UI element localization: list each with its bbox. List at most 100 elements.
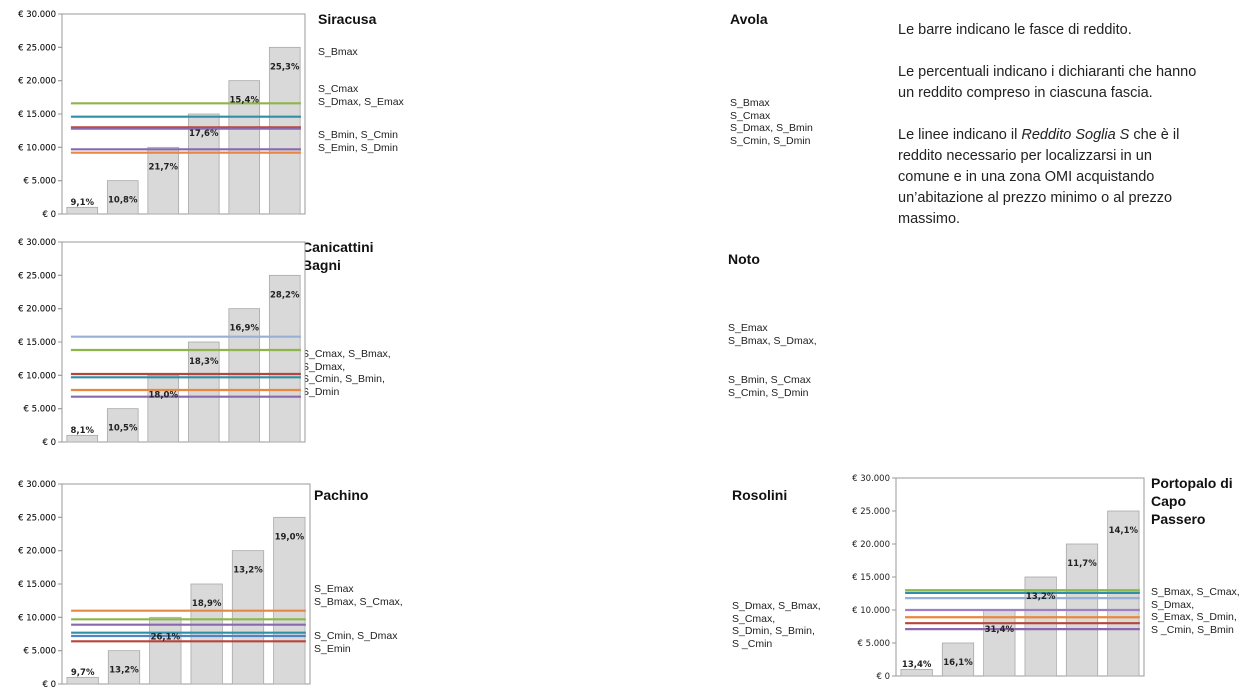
percent-label: 13,2%: [1026, 592, 1056, 602]
percent-label: 14,1%: [1109, 526, 1139, 536]
note-bars: Le barre indicano le fasce di reddito.: [898, 22, 1132, 38]
y-tick-label: € 15.000: [18, 110, 56, 120]
y-tick-label: € 20.000: [18, 77, 56, 87]
bar: [268, 274, 301, 443]
bar: [941, 642, 975, 677]
chart-svg: € 0 € 5.000 € 10.000 € 15.000 € 20.000 € 25.0…: [18, 480, 311, 690]
y-tick-label: € 5.000: [24, 647, 56, 657]
line-label: S_Cmax, S_Bmax, S_Dmax, S_Cmin, S_Bmin, …: [302, 348, 391, 398]
line-label: S_Bmax S_Cmax S_Dmax, S_Bmin S_Cmin, S_D…: [730, 97, 813, 147]
percent-label: 18,0%: [149, 390, 179, 400]
percent-label: 10,5%: [108, 424, 138, 434]
y-tick-label: € 5.000: [24, 177, 56, 187]
percent-label: 16,1%: [943, 658, 973, 668]
note-percentages: Le percentuali indicano i dichiaranti ch…: [898, 64, 1197, 101]
line-label: S_Dmax, S_Bmax, S_Cmax, S_Dmin, S_Bmin, …: [732, 600, 821, 650]
y-tick-label: € 5.000: [24, 405, 56, 415]
y-tick-label: € 10.000: [18, 613, 56, 623]
y-tick-label: € 25.000: [852, 507, 890, 517]
percent-label: 31,4%: [985, 625, 1015, 635]
y-tick-label: € 10.000: [18, 371, 56, 381]
line-label: S_Emax S_Bmax, S_Dmax,: [728, 322, 817, 347]
chart-title: Pachino: [314, 487, 369, 503]
bar: [187, 341, 220, 443]
chart-svg: € 0 € 5.000 € 10.000 € 15.000 € 20.000 € 25.0…: [18, 10, 306, 220]
note-lines-em: Reddito Soglia S: [1021, 127, 1130, 143]
y-tick-label: € 25.000: [18, 43, 56, 53]
y-tick-label: € 20.000: [18, 547, 56, 557]
percent-label: 9,1%: [70, 198, 94, 208]
y-tick-label: € 0: [42, 680, 56, 690]
plot-area: [61, 13, 306, 215]
y-tick-label: € 0: [42, 210, 56, 220]
bar: [106, 408, 139, 443]
y-tick-label: € 25.000: [18, 513, 56, 523]
percent-label: 9,7%: [71, 668, 95, 678]
y-tick-label: € 10.000: [18, 143, 56, 153]
y-tick-label: € 30.000: [18, 480, 56, 490]
percent-label: 8,1%: [70, 426, 94, 436]
y-tick-label: € 20.000: [18, 305, 56, 315]
y-tick-label: € 5.000: [858, 639, 890, 649]
percent-label: 13,2%: [233, 566, 263, 576]
chart-svg: € 0 € 5.000 € 10.000 € 15.000 € 20.000 € 25.0…: [18, 238, 306, 448]
bar: [66, 206, 99, 215]
bar: [900, 669, 933, 677]
bar: [187, 113, 220, 215]
y-tick-label: € 10.000: [18, 143, 56, 153]
y-tick-label: € 30.000: [18, 480, 56, 490]
y-tick-label: € 5.000: [24, 177, 56, 187]
y-tick-label: € 15.000: [18, 580, 56, 590]
percent-label: 18,3%: [189, 357, 219, 367]
y-tick-label: € 30.000: [852, 474, 890, 484]
note-lines: Le linee indicano il Reddito Soglia S ch…: [898, 125, 1198, 230]
line-label: S_Bmax, S_Cmax, S_Dmax, S_Emax, S_Dmin, …: [1151, 586, 1240, 636]
y-tick-label: € 30.000: [18, 238, 56, 248]
bar: [228, 308, 261, 443]
y-tick-label: € 20.000: [18, 305, 56, 315]
bar: [190, 583, 223, 685]
y-tick-label: € 25.000: [18, 43, 56, 53]
line-label: S_Bmin, S_Cmin S_Emin, S_Dmin: [318, 129, 398, 154]
bar: [149, 616, 182, 685]
y-tick-label: € 25.000: [18, 271, 56, 281]
y-tick-label: € 30.000: [18, 10, 56, 20]
y-tick-label: € 0: [42, 438, 56, 448]
line-label: S_Emax S_Bmax, S_Cmax,: [314, 583, 403, 608]
bar: [107, 650, 141, 685]
chart-avola: € 0 € 5.000 € 10.000 € 15.000 € 20.000 € 25.0…: [18, 0, 836, 225]
bar: [983, 609, 1016, 677]
y-tick-label: € 30.000: [18, 238, 56, 248]
plot-area: [895, 477, 1145, 677]
line-label: S_Cmin, S_Dmax S_Emin: [314, 630, 398, 655]
y-tick-label: € 15.000: [18, 580, 56, 590]
chart-noto: € 0 € 5.000 € 10.000 € 15.000 € 20.000 € 25.0…: [18, 0, 836, 460]
percent-label: 16,9%: [230, 324, 260, 334]
bar: [106, 180, 139, 215]
percent-label: 11,7%: [1067, 559, 1097, 569]
percent-label: 21,7%: [149, 162, 179, 172]
y-tick-label: € 15.000: [18, 338, 56, 348]
percent-label: 10,8%: [108, 196, 138, 206]
line-label: S_Cmax S_Dmax, S_Emax: [318, 83, 404, 108]
note-lines-a: Le linee indicano il: [898, 127, 1022, 143]
chart-title: Siracusa: [318, 11, 377, 27]
percent-label: 13,4%: [902, 660, 932, 670]
plot-area: [61, 241, 306, 443]
percent-label: 28,2%: [270, 290, 300, 300]
percent-label: 18,9%: [192, 599, 222, 609]
y-tick-label: € 20.000: [18, 77, 56, 87]
percent-label: 19,0%: [275, 532, 305, 542]
bar: [147, 374, 180, 443]
y-tick-label: € 5.000: [24, 405, 56, 415]
bar: [66, 434, 99, 443]
chart-title: Noto: [728, 251, 760, 267]
plot-area: [61, 483, 311, 685]
bar: [66, 676, 99, 685]
bar: [268, 46, 301, 215]
y-tick-label: € 15.000: [18, 110, 56, 120]
bar: [273, 516, 306, 685]
bar: [147, 146, 180, 215]
